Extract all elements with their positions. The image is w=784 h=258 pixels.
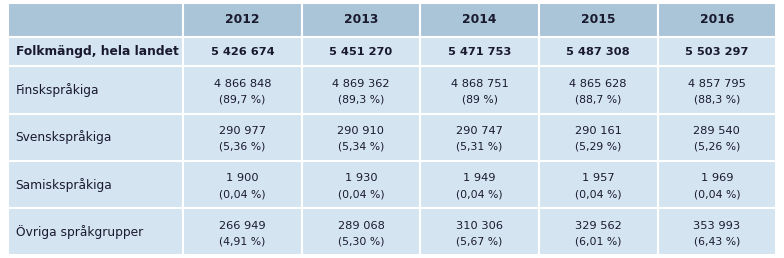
Text: 290 747: 290 747 (456, 126, 503, 136)
Bar (539, 114, 658, 161)
Text: (5,67 %): (5,67 %) (456, 236, 503, 246)
Text: (0,04 %): (0,04 %) (694, 189, 740, 199)
Text: (0,04 %): (0,04 %) (456, 189, 503, 199)
Bar (8, 67, 183, 114)
Text: (88,7 %): (88,7 %) (575, 94, 622, 104)
Text: (0,04 %): (0,04 %) (338, 189, 384, 199)
Bar (658, 3, 776, 37)
Bar (420, 37, 539, 67)
Bar (8, 208, 183, 255)
Text: 2012: 2012 (225, 13, 260, 26)
Text: 4 865 628: 4 865 628 (569, 79, 627, 89)
Text: (5,34 %): (5,34 %) (338, 142, 384, 152)
Text: 5 471 753: 5 471 753 (448, 47, 511, 57)
Bar (183, 3, 302, 37)
Bar (658, 114, 776, 161)
Bar (539, 208, 658, 255)
Bar (539, 3, 658, 37)
Text: 5 426 674: 5 426 674 (211, 47, 274, 57)
Text: Övriga språkgrupper: Övriga språkgrupper (16, 225, 143, 239)
Text: 2014: 2014 (463, 13, 497, 26)
Text: Finskspråkiga: Finskspråkiga (16, 83, 100, 97)
Bar (302, 161, 420, 208)
Bar (420, 3, 539, 37)
Text: 4 869 362: 4 869 362 (332, 79, 390, 89)
Text: 2013: 2013 (343, 13, 378, 26)
Text: (5,36 %): (5,36 %) (220, 142, 266, 152)
Text: 2016: 2016 (699, 13, 734, 26)
Bar (183, 37, 302, 67)
Text: 1 949: 1 949 (463, 173, 495, 183)
Bar (420, 114, 539, 161)
Bar (8, 37, 183, 67)
Text: 4 857 795: 4 857 795 (688, 79, 746, 89)
Bar (539, 37, 658, 67)
Text: (89,3 %): (89,3 %) (338, 94, 384, 104)
Bar (302, 208, 420, 255)
Bar (8, 161, 183, 208)
Text: 266 949: 266 949 (219, 221, 266, 231)
Text: (5,30 %): (5,30 %) (338, 236, 384, 246)
Bar (183, 161, 302, 208)
Bar (183, 67, 302, 114)
Text: 5 487 308: 5 487 308 (566, 47, 630, 57)
Bar (302, 114, 420, 161)
Bar (658, 37, 776, 67)
Text: 5 503 297: 5 503 297 (685, 47, 749, 57)
Text: (0,04 %): (0,04 %) (219, 189, 266, 199)
Text: 1 900: 1 900 (226, 173, 259, 183)
Text: (5,31 %): (5,31 %) (456, 142, 503, 152)
Bar (420, 161, 539, 208)
Text: (89,7 %): (89,7 %) (220, 94, 266, 104)
Text: 289 540: 289 540 (693, 126, 740, 136)
Text: (88,3 %): (88,3 %) (694, 94, 740, 104)
Text: (0,04 %): (0,04 %) (575, 189, 622, 199)
Bar (658, 208, 776, 255)
Bar (420, 67, 539, 114)
Text: 1 957: 1 957 (582, 173, 615, 183)
Text: (6,43 %): (6,43 %) (694, 236, 740, 246)
Bar (183, 114, 302, 161)
Bar (302, 67, 420, 114)
Text: 329 562: 329 562 (575, 221, 622, 231)
Text: Samiskspråkiga: Samiskspråkiga (16, 178, 112, 191)
Bar (658, 67, 776, 114)
Text: 289 068: 289 068 (338, 221, 384, 231)
Text: (5,29 %): (5,29 %) (575, 142, 622, 152)
Text: 290 161: 290 161 (575, 126, 622, 136)
Text: (5,26 %): (5,26 %) (694, 142, 740, 152)
Text: (89 %): (89 %) (462, 94, 498, 104)
Text: 353 993: 353 993 (693, 221, 740, 231)
Bar (302, 3, 420, 37)
Text: 5 451 270: 5 451 270 (329, 47, 393, 57)
Text: 1 930: 1 930 (345, 173, 377, 183)
Text: (4,91 %): (4,91 %) (220, 236, 266, 246)
Text: Folkmängd, hela landet: Folkmängd, hela landet (16, 45, 179, 58)
Text: 1 969: 1 969 (701, 173, 733, 183)
Bar (420, 208, 539, 255)
Text: 4 868 751: 4 868 751 (451, 79, 509, 89)
Text: (6,01 %): (6,01 %) (575, 236, 622, 246)
Text: 290 977: 290 977 (219, 126, 266, 136)
Bar (302, 37, 420, 67)
Text: 290 910: 290 910 (337, 126, 384, 136)
Bar (8, 3, 183, 37)
Bar (658, 161, 776, 208)
Bar (183, 208, 302, 255)
Text: 310 306: 310 306 (456, 221, 503, 231)
Bar (539, 67, 658, 114)
Text: 2015: 2015 (581, 13, 615, 26)
Text: Svenskspråkiga: Svenskspråkiga (16, 130, 112, 144)
Text: 4 866 848: 4 866 848 (213, 79, 271, 89)
Bar (8, 114, 183, 161)
Bar (539, 161, 658, 208)
